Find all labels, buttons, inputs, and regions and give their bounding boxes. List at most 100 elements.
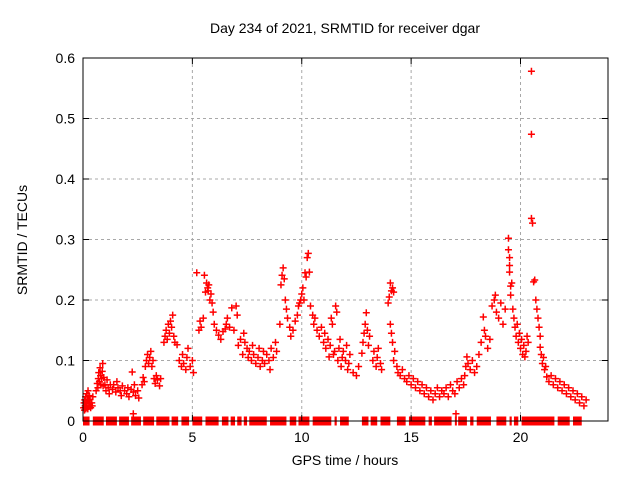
data-point-marker (233, 311, 241, 319)
data-point-marker (473, 363, 481, 371)
data-point-marker (156, 382, 164, 390)
data-point-marker (293, 311, 301, 319)
data-point-marker (389, 338, 397, 346)
data-point-marker (534, 314, 542, 322)
data-point-marker (291, 317, 299, 325)
data-point-marker (282, 305, 290, 313)
data-point-marker (359, 338, 367, 346)
data-point-marker (170, 332, 178, 340)
data-point-marker (129, 388, 137, 396)
data-point-marker (322, 344, 330, 352)
grid-lines (83, 58, 608, 421)
data-point-marker (536, 343, 544, 351)
data-point-marker (524, 338, 532, 346)
data-point-marker (386, 320, 394, 328)
data-point-marker (168, 323, 176, 331)
data-point-marker (88, 402, 96, 410)
data-point-marker (344, 366, 352, 374)
data-point-marker (325, 353, 333, 361)
data-point-marker (183, 353, 191, 361)
data-point-marker (508, 279, 516, 287)
data-point-marker (200, 271, 208, 279)
data-point-marker (510, 314, 518, 322)
data-point-marker (345, 360, 353, 368)
data-point-marker (363, 326, 371, 334)
data-point-marker (173, 341, 181, 349)
data-point-marker (346, 350, 354, 358)
x-tick-label: 20 (513, 429, 529, 445)
data-point-marker (444, 393, 452, 401)
y-tick-label: 0.5 (56, 111, 76, 127)
data-point-marker (479, 313, 487, 321)
data-point-marker (440, 390, 448, 398)
data-point-marker (370, 347, 378, 355)
data-point-marker (153, 376, 161, 384)
data-point-marker (420, 390, 428, 398)
data-point-marker (215, 331, 223, 339)
data-point-marker (407, 381, 415, 389)
data-point-marker (241, 338, 249, 346)
data-point-marker (221, 325, 229, 333)
y-tick-labels: 0 0.1 0.2 0.3 0.4 0.5 0.6 (56, 50, 76, 429)
data-point-marker (390, 288, 398, 296)
data-point-marker (339, 347, 347, 355)
data-point-marker (315, 332, 323, 340)
data-point-marker (536, 332, 544, 340)
data-point-marker (331, 347, 339, 355)
data-point-marker (212, 326, 220, 334)
data-point-marker (205, 281, 213, 289)
data-point-marker (504, 246, 512, 254)
data-point-marker (199, 314, 207, 322)
data-point-marker (389, 284, 397, 292)
data-point-marker (533, 305, 541, 313)
data-point-marker (232, 302, 240, 310)
data-point-marker (355, 363, 363, 371)
data-point-marker (554, 384, 562, 392)
data-point-marker (580, 402, 588, 410)
data-point-marker (223, 314, 231, 322)
data-point-marker (484, 344, 492, 352)
data-point-marker (405, 372, 413, 380)
x-axis-title: GPS time / hours (292, 452, 399, 468)
data-point-marker (442, 384, 450, 392)
data-point-marker (506, 254, 514, 262)
data-point-marker (335, 344, 343, 352)
data-point-marker (317, 323, 325, 331)
data-point-marker (320, 338, 328, 346)
data-point-marker (228, 304, 236, 312)
data-point-marker (85, 392, 93, 400)
data-point-marker (103, 376, 111, 384)
data-point-marker (245, 347, 253, 355)
data-point-marker (431, 390, 439, 398)
data-point-marker (343, 341, 351, 349)
data-point-marker (518, 335, 526, 343)
data-point-marker (552, 375, 559, 383)
data-point-marker (140, 378, 148, 386)
data-point-marker (112, 388, 120, 396)
data-point-marker (364, 341, 372, 349)
y-tick-label: 0.1 (56, 353, 76, 369)
data-point-marker (254, 353, 262, 361)
data-point-marker (556, 378, 564, 386)
y-tick-label: 0.2 (56, 292, 76, 308)
data-point-marker (148, 363, 156, 371)
data-point-marker (157, 375, 165, 383)
data-point-marker (513, 320, 521, 328)
data-point-marker (249, 341, 257, 349)
data-point-marker (547, 372, 555, 380)
data-point-marker (565, 384, 573, 392)
data-point-marker (486, 335, 494, 343)
data-point-marker (447, 381, 454, 389)
chart-title: Day 234 of 2021, SRMTID for receiver dga… (210, 20, 480, 36)
data-point-marker (265, 357, 273, 364)
data-point-marker (226, 323, 234, 331)
data-point-marker (289, 326, 297, 334)
data-point-marker (189, 369, 197, 377)
data-point-marker (147, 347, 155, 355)
data-point-marker (135, 394, 143, 402)
data-point-marker (453, 378, 461, 386)
axis-ticks (82, 57, 608, 422)
data-point-marker (527, 130, 535, 138)
data-point-marker (549, 381, 557, 389)
data-point-marker (188, 357, 196, 364)
